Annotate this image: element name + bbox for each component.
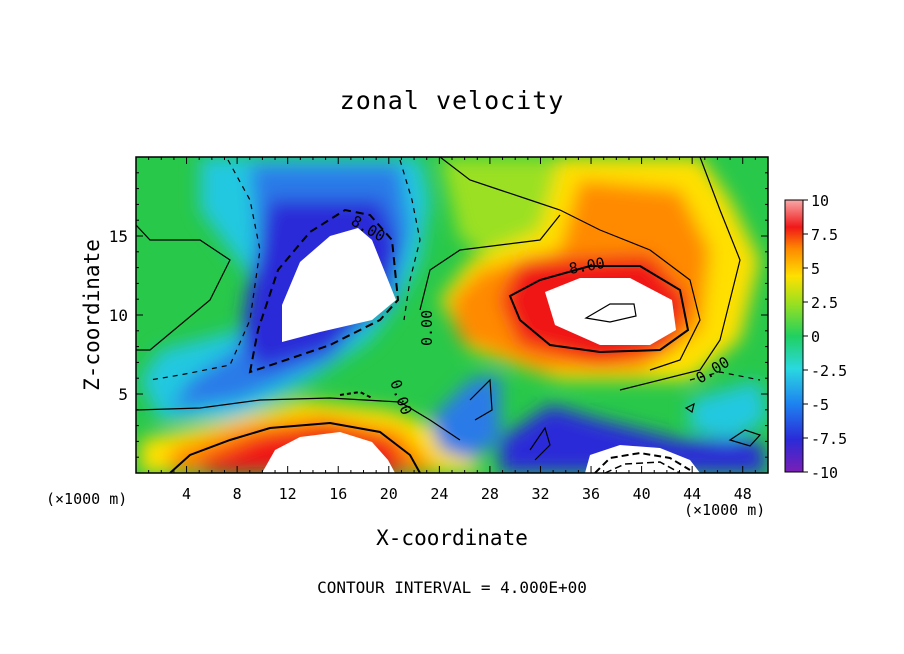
colorbar-ticks: 10 7.5 5 2.5 0 -2.5 -5 -7.5 -10 bbox=[803, 192, 847, 482]
x-tick-label: 20 bbox=[380, 485, 398, 503]
x-tick-label: 44 bbox=[683, 485, 701, 503]
colorbar-gradient bbox=[785, 200, 803, 472]
y-axis: 5 10 15 bbox=[109, 172, 768, 458]
x-tick-label: 12 bbox=[279, 485, 297, 503]
x-tick-label: 32 bbox=[531, 485, 549, 503]
y-axis-label: Z-coordinate bbox=[80, 239, 104, 391]
velocity-field bbox=[136, 157, 768, 473]
contour-label: 8.00 bbox=[568, 254, 607, 278]
x-axis-label: X-coordinate bbox=[376, 526, 528, 550]
colorbar-tick-label: -5 bbox=[811, 396, 829, 414]
x-tick-label: 16 bbox=[329, 485, 347, 503]
x-axis: 4 8 12 16 20 24 28 32 36 40 44 48 bbox=[148, 157, 756, 503]
colorbar-tick-label: 10 bbox=[811, 192, 829, 210]
colorbar-tick-label: 5 bbox=[811, 260, 820, 278]
chart-title: zonal velocity bbox=[339, 86, 565, 115]
contour-label: 0.00 bbox=[418, 310, 436, 346]
x-tick-label: 24 bbox=[430, 485, 448, 503]
colorbar-tick-label: 7.5 bbox=[811, 226, 838, 244]
x-tick-label: 4 bbox=[182, 485, 191, 503]
x-tick-label: 40 bbox=[633, 485, 651, 503]
x-tick-label: 48 bbox=[734, 485, 752, 503]
x-unit-label-right: (×1000 m) bbox=[684, 501, 766, 519]
y-tick-label: 10 bbox=[109, 306, 128, 325]
x-unit-label-left: (×1000 m) bbox=[46, 490, 128, 508]
colorbar-tick-label: 2.5 bbox=[811, 294, 838, 312]
colorbar-tick-label: -7.5 bbox=[811, 430, 847, 448]
colorbar-tick-label: -10 bbox=[811, 464, 838, 482]
x-tick-label: 8 bbox=[233, 485, 242, 503]
y-tick-label: 5 bbox=[118, 385, 128, 404]
y-tick-label: 15 bbox=[109, 227, 128, 246]
colorbar-tick-label: 0 bbox=[811, 328, 820, 346]
contour-interval-note: CONTOUR INTERVAL = 4.000E+00 bbox=[317, 578, 587, 597]
contour-lines bbox=[136, 157, 762, 473]
colorbar: 10 7.5 5 2.5 0 -2.5 -5 -7.5 -10 bbox=[784, 192, 847, 482]
x-tick-label: 36 bbox=[582, 485, 600, 503]
x-tick-label: 28 bbox=[481, 485, 499, 503]
colorbar-tick-label: -2.5 bbox=[811, 362, 847, 380]
